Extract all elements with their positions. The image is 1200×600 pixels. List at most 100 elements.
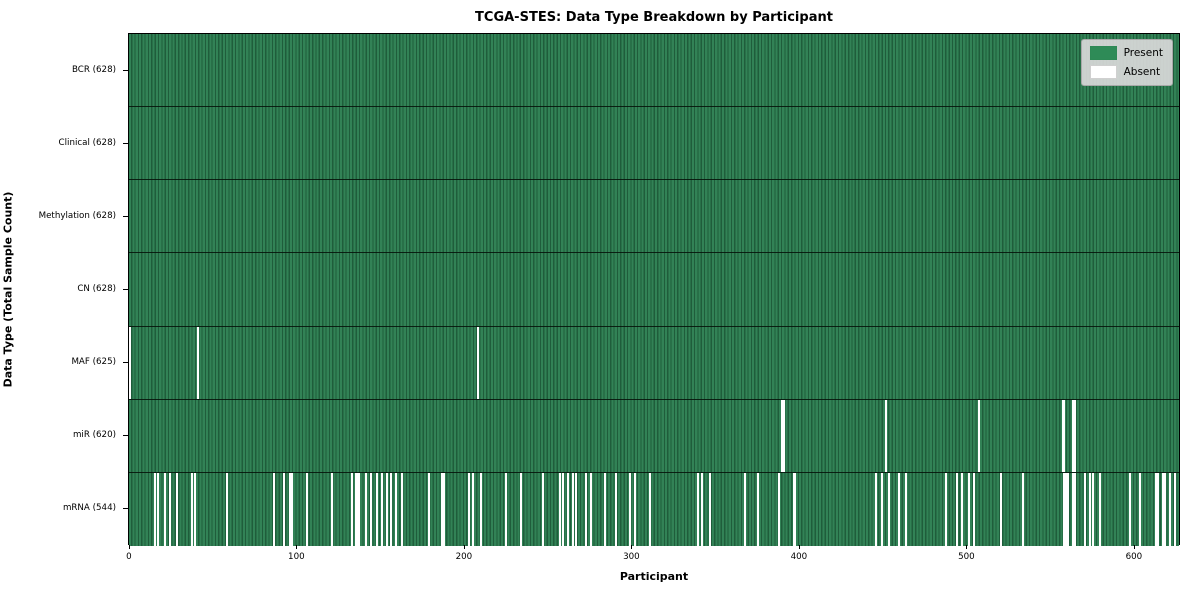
absent-stripe-mRNA-454 xyxy=(887,472,890,546)
xtick-mark-400 xyxy=(798,545,800,549)
absent-stripe-mRNA-106 xyxy=(306,472,309,546)
absent-stripe-mRNA-159 xyxy=(394,472,397,546)
absent-stripe-mRNA-121 xyxy=(331,472,334,546)
ytick-mark-Methylation xyxy=(123,215,128,217)
absent-stripe-mRNA-24 xyxy=(168,472,171,546)
absent-stripe-mRNA-347 xyxy=(709,472,711,546)
absent-stripe-mRNA-450 xyxy=(881,472,884,546)
absent-stripe-mRNA-521 xyxy=(999,472,1002,546)
absent-stripe-mRNA-148 xyxy=(376,472,379,546)
xtick-label-600: 600 xyxy=(1125,552,1143,562)
absent-stripe-mRNA-488 xyxy=(944,472,947,546)
absent-stripe-miR-452 xyxy=(884,399,887,472)
absent-stripe-mRNA-614 xyxy=(1155,472,1158,546)
absent-stripe-mRNA-571 xyxy=(1083,472,1086,546)
absent-stripe-mRNA-203 xyxy=(468,472,471,546)
xtick-label-400: 400 xyxy=(790,552,808,562)
absent-stripe-mRNA-273 xyxy=(585,472,588,546)
ytick-label-mRNA: mRNA (544) xyxy=(62,503,116,514)
absent-stripe-mRNA-498 xyxy=(961,472,964,546)
absent-stripe-mRNA-604 xyxy=(1138,472,1141,546)
absent-stripe-mRNA-86 xyxy=(272,472,275,546)
absent-stripe-mRNA-234 xyxy=(520,472,523,546)
absent-stripe-MAF-0 xyxy=(129,326,131,399)
absent-stripe-mRNA-560 xyxy=(1065,472,1068,546)
absent-stripe-miR-564 xyxy=(1071,399,1074,472)
absent-stripe-mRNA-311 xyxy=(648,472,651,546)
xtick-label-0: 0 xyxy=(126,552,132,562)
ytick-label-BCR: BCR (628) xyxy=(71,64,116,75)
absent-stripe-mRNA-376 xyxy=(757,472,760,546)
ytick-label-miR: miR (620) xyxy=(72,430,116,441)
absent-stripe-mRNA-259 xyxy=(561,472,564,546)
absent-stripe-mRNA-368 xyxy=(744,472,747,546)
row-CN xyxy=(129,253,1179,327)
absent-stripe-mRNA-342 xyxy=(700,472,703,546)
legend-label-present: Present xyxy=(1123,47,1163,59)
absent-stripe-miR-508 xyxy=(978,399,981,472)
absent-stripe-mRNA-17 xyxy=(157,472,160,546)
absent-stripe-mRNA-464 xyxy=(904,472,907,546)
absent-stripe-mRNA-291 xyxy=(615,472,618,546)
ytick-mark-mRNA xyxy=(123,508,128,510)
row-Methylation xyxy=(129,180,1179,254)
legend-label-absent: Absent xyxy=(1123,66,1161,78)
absent-stripe-mRNA-257 xyxy=(558,472,561,546)
absent-stripe-mRNA-156 xyxy=(389,472,392,546)
absent-stripe-mRNA-151 xyxy=(381,472,384,546)
absent-stripe-mRNA-561 xyxy=(1066,472,1069,546)
row-MAF xyxy=(129,326,1179,400)
ytick-mark-BCR xyxy=(123,69,128,71)
absent-stripe-mRNA-619 xyxy=(1163,472,1166,546)
absent-stripe-mRNA-137 xyxy=(357,472,360,546)
absent-stripe-mRNA-388 xyxy=(777,472,780,546)
absent-stripe-mRNA-96 xyxy=(289,472,292,546)
ytick-label-Methylation: Methylation (628) xyxy=(38,210,116,221)
row-Clinical xyxy=(129,107,1179,181)
absent-stripe-mRNA-618 xyxy=(1162,472,1165,546)
absent-stripe-mRNA-574 xyxy=(1088,472,1091,546)
xtick-label-500: 500 xyxy=(958,552,975,562)
absent-stripe-mRNA-28 xyxy=(175,472,178,546)
legend-entry-absent: Absent xyxy=(1089,65,1163,79)
absent-stripe-mRNA-505 xyxy=(973,472,976,546)
xtick-mark-300 xyxy=(631,545,633,549)
xtick-label-300: 300 xyxy=(623,552,640,562)
xtick-label-100: 100 xyxy=(288,552,305,562)
row-miR xyxy=(129,399,1179,473)
absent-stripe-mRNA-267 xyxy=(575,472,578,546)
absent-stripe-mRNA-615 xyxy=(1157,472,1160,546)
absent-stripe-mRNA-225 xyxy=(505,472,508,546)
absent-stripe-MAF-41 xyxy=(197,326,200,399)
absent-stripe-mRNA-576 xyxy=(1091,472,1094,546)
absent-stripe-mRNA-625 xyxy=(1173,472,1176,546)
row-mRNA xyxy=(129,472,1179,546)
absent-stripe-mRNA-284 xyxy=(603,472,606,546)
xtick-mark-0 xyxy=(128,545,130,549)
absent-stripe-mRNA-534 xyxy=(1021,472,1024,546)
absent-stripe-mRNA-205 xyxy=(471,472,474,546)
absent-stripe-mRNA-302 xyxy=(633,472,636,546)
absent-stripe-mRNA-495 xyxy=(956,472,959,546)
x-axis-label: Participant xyxy=(619,570,689,583)
xtick-mark-600 xyxy=(1133,545,1135,549)
absent-stripe-mRNA-141 xyxy=(364,472,367,546)
absent-stripe-mRNA-21 xyxy=(163,472,166,546)
ytick-mark-Clinical xyxy=(123,142,128,144)
xtick-label-200: 200 xyxy=(455,552,473,562)
absent-stripe-mRNA-580 xyxy=(1098,472,1101,546)
absent-stripe-mRNA-144 xyxy=(369,472,372,546)
absent-stripe-mRNA-187 xyxy=(441,472,444,546)
absent-stripe-mRNA-37 xyxy=(190,472,193,546)
xtick-mark-100 xyxy=(296,545,298,549)
absent-stripe-mRNA-502 xyxy=(968,472,971,546)
absent-stripe-mRNA-58 xyxy=(225,472,228,546)
row-BCR xyxy=(129,34,1179,108)
absent-stripe-mRNA-265 xyxy=(571,472,574,546)
legend-entry-present: Present xyxy=(1089,46,1163,60)
absent-stripe-mRNA-179 xyxy=(428,472,431,546)
legend-swatch-absent xyxy=(1089,65,1117,79)
absent-stripe-mRNA-598 xyxy=(1128,472,1131,546)
ytick-label-CN: CN (628) xyxy=(77,284,116,294)
